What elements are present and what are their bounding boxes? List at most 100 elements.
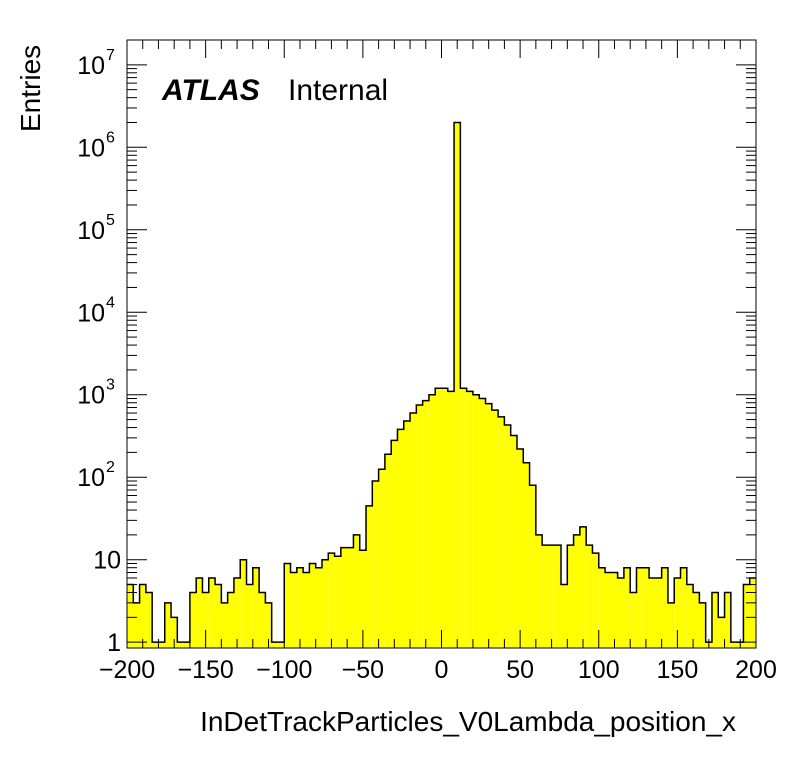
- histogram-bin: [699, 602, 706, 648]
- x-tick-label: 200: [735, 656, 777, 684]
- histogram-bin: [321, 559, 329, 648]
- histogram-bin: [227, 592, 234, 648]
- histogram-bin: [410, 413, 417, 648]
- y-axis-title: Entries: [15, 45, 46, 132]
- histogram-bin: [127, 584, 134, 648]
- histogram-bin: [472, 394, 480, 648]
- histogram-bin: [309, 563, 316, 648]
- histogram-bin: [542, 545, 549, 648]
- histogram-bin: [384, 454, 392, 648]
- y-tick-label: 10: [77, 52, 105, 80]
- histogram-bin: [416, 405, 423, 648]
- histogram-bin: [636, 567, 643, 648]
- y-tick-label: 1: [107, 629, 121, 657]
- histogram-bin: [158, 642, 165, 648]
- histogram-bin: [221, 602, 228, 648]
- histogram-bin: [554, 545, 562, 648]
- histogram-bin: [661, 567, 668, 648]
- x-tick-label: −50: [342, 656, 384, 684]
- histogram-bin: [479, 398, 486, 648]
- histogram-bin: [347, 547, 354, 648]
- histogram-bin: [598, 567, 606, 648]
- x-tick-label: 0: [435, 656, 449, 684]
- histogram-bin: [730, 642, 738, 648]
- histogram-bin: [259, 592, 266, 648]
- histogram-bin: [164, 602, 172, 648]
- histogram-bin: [535, 534, 543, 648]
- histogram-bin: [693, 592, 700, 648]
- histogram-bin: [133, 602, 140, 648]
- histogram-bin: [189, 592, 197, 648]
- histogram-bins: [127, 121, 756, 648]
- histogram-bin: [454, 122, 461, 648]
- histogram-bin: [435, 388, 442, 648]
- histogram-bin: [485, 403, 492, 648]
- histogram-bin: [623, 567, 631, 648]
- histogram-bin: [202, 592, 209, 648]
- y-tick-exponent: 2: [106, 459, 115, 476]
- histogram-bin: [680, 567, 687, 648]
- histogram-bin: [498, 416, 505, 648]
- histogram-bin: [579, 526, 587, 648]
- histogram-bin: [240, 559, 247, 648]
- histogram-bin: [523, 462, 530, 648]
- histogram-bin: [196, 577, 203, 648]
- histogram-bin: [177, 642, 184, 648]
- x-axis-title: InDetTrackParticles_V0Lambda_position_x: [200, 706, 736, 737]
- histogram-bin: [491, 410, 499, 648]
- internal-label: Internal: [288, 74, 388, 107]
- histogram-bin: [642, 567, 650, 648]
- histogram-bin: [340, 547, 348, 648]
- y-tick-exponent: 7: [106, 47, 115, 64]
- histogram-bin: [655, 577, 662, 648]
- x-tick-label: 150: [657, 656, 699, 684]
- histogram-bin: [567, 545, 574, 648]
- histogram-bin: [649, 577, 656, 648]
- histogram-bin: [391, 440, 398, 648]
- histogram-bin: [359, 550, 367, 648]
- histogram-bin: [667, 602, 675, 648]
- histogram-bin: [397, 429, 404, 648]
- histogram-bin: [605, 572, 612, 648]
- histogram-bin: [611, 572, 618, 648]
- histogram-bin: [366, 505, 373, 648]
- histogram-bin: [516, 448, 524, 648]
- histogram-bin: [208, 577, 216, 648]
- y-tick-exponent: 3: [106, 377, 115, 394]
- y-tick-label: 10: [77, 217, 105, 245]
- histogram-bin: [334, 556, 341, 648]
- histogram-bin: [743, 584, 750, 648]
- histogram-bin: [428, 394, 436, 648]
- histogram-bin: [460, 388, 467, 648]
- histogram-bin: [548, 545, 555, 648]
- plot-frame: [126, 39, 757, 649]
- y-tick-label: 10: [77, 134, 105, 162]
- histogram-bin: [252, 567, 260, 648]
- histogram-bin: [271, 642, 278, 648]
- histogram-bin: [328, 553, 335, 648]
- x-tick-label: −200: [99, 656, 155, 684]
- histogram-bin: [466, 391, 473, 648]
- histogram-bin: [233, 577, 241, 648]
- histogram-bin: [422, 400, 429, 648]
- histogram-bin: [573, 534, 580, 648]
- x-tick-label: 50: [506, 656, 534, 684]
- histogram-bin: [529, 485, 536, 648]
- histogram-bin: [561, 584, 568, 648]
- histogram-bin: [215, 584, 222, 648]
- histogram-bin: [504, 424, 511, 648]
- histogram-bin: [447, 391, 455, 648]
- x-tick-labels: −200 −150 −100 −50 0 50 100 150 200: [99, 656, 777, 684]
- histogram-bin: [378, 469, 385, 648]
- y-tick-exponent: 4: [106, 294, 115, 311]
- histogram-bin: [145, 592, 153, 648]
- histogram-bin: [586, 545, 593, 648]
- histogram-bin: [152, 642, 159, 648]
- histogram-bin: [277, 642, 285, 648]
- histogram-outline: [127, 121, 756, 643]
- histogram-bin: [674, 577, 681, 648]
- histogram-bin: [139, 584, 146, 648]
- histogram-bin: [246, 584, 253, 648]
